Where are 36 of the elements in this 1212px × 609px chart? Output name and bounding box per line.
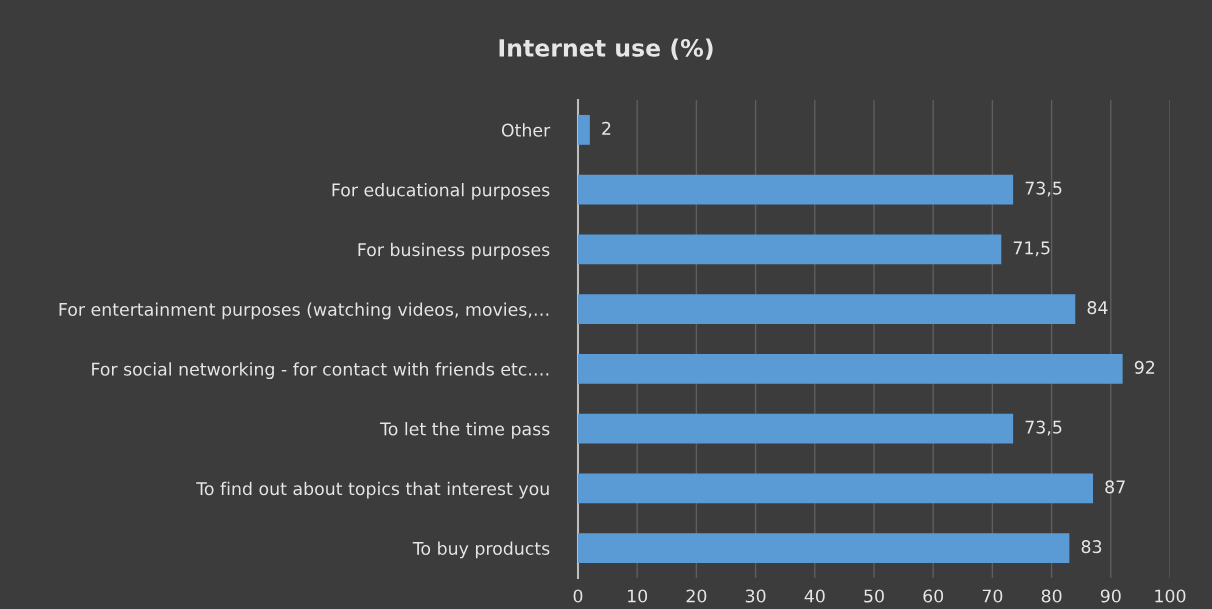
y-tick-label: To find out about topics that interest you — [196, 481, 549, 499]
data-label: 73,5 — [1025, 420, 1062, 436]
y-tick-label: To let the time pass — [380, 422, 550, 439]
data-label: 71,5 — [1013, 241, 1050, 257]
y-tick-label: For entertainment purposes (watching videos, movies,… — [59, 302, 549, 320]
bar — [578, 174, 1014, 205]
data-label: 2 — [602, 121, 611, 135]
x-tick-label: 30 — [745, 589, 766, 603]
data-label: 92 — [1134, 360, 1155, 374]
x-tick-label: 70 — [982, 589, 1003, 603]
y-tick-label: To buy products — [412, 541, 550, 559]
x-tick-label: 50 — [864, 589, 884, 603]
data-label: 83 — [1081, 540, 1102, 554]
x-tick-label: 10 — [628, 589, 648, 603]
bar — [578, 473, 1094, 504]
bar — [578, 234, 1002, 265]
x-tick-label: 20 — [686, 589, 707, 603]
data-label: 73,5 — [1025, 181, 1062, 197]
bar — [578, 114, 590, 145]
y-tick-label: For educational purposes — [332, 183, 550, 200]
bar — [578, 533, 1070, 564]
bar — [578, 294, 1076, 325]
chart-title: Internet use (%) — [499, 38, 713, 60]
x-tick-label: 60 — [923, 589, 944, 603]
x-tick-label: 90 — [1100, 589, 1121, 603]
x-tick-label: 0 — [573, 589, 583, 603]
bar — [578, 413, 1014, 444]
data-label: 84 — [1087, 301, 1108, 315]
bar — [578, 353, 1123, 384]
x-tick-label: 80 — [1041, 589, 1062, 603]
y-tick-label: Other — [501, 123, 551, 137]
y-tick-label: For business purposes — [358, 242, 550, 260]
x-tick-label: 100 — [1155, 589, 1186, 603]
y-tick-label: For social networking - for contact with friends etc.… — [92, 362, 549, 380]
data-label: 87 — [1105, 480, 1125, 494]
x-tick-label: 40 — [804, 589, 825, 603]
